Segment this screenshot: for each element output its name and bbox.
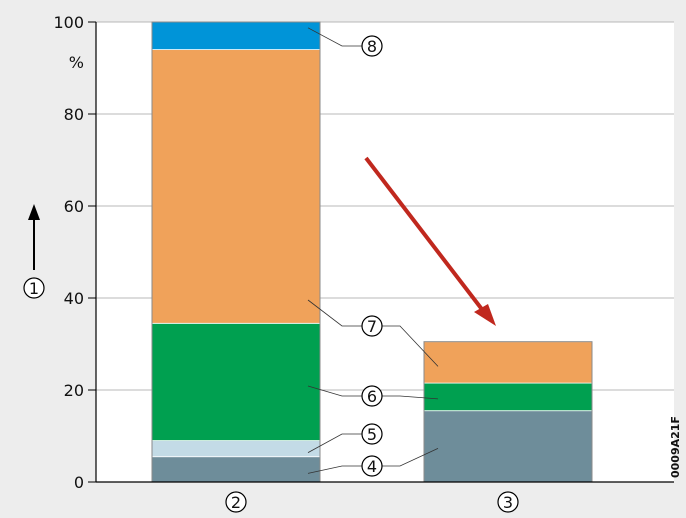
callout-marker-4 bbox=[361, 455, 383, 477]
bar-2-segment-8 bbox=[151, 21, 321, 51]
callout-marker-5 bbox=[361, 423, 383, 445]
bar-2-segment-6 bbox=[151, 322, 321, 441]
y-tick-label-0: 0 bbox=[74, 473, 84, 492]
callout-marker-7 bbox=[361, 315, 383, 337]
y-axis-marker: 1 bbox=[23, 277, 45, 299]
leader-6-to-bar-2 bbox=[307, 385, 362, 397]
x-category-label-2: 2 bbox=[231, 493, 241, 512]
bars-group bbox=[151, 21, 593, 483]
leader-5-to-bar-2 bbox=[307, 433, 362, 454]
bar-2-segment-7 bbox=[151, 49, 321, 324]
callout-label-8: 8 bbox=[367, 37, 377, 56]
callout-label-6: 6 bbox=[367, 387, 377, 406]
y-axis-unit: % bbox=[69, 53, 84, 72]
y-axis-arrow bbox=[28, 204, 40, 270]
callout-marker-6 bbox=[361, 385, 383, 407]
bar-3-segment-7 bbox=[423, 341, 593, 384]
y-tick-label-80: 80 bbox=[64, 105, 84, 124]
callouts-group: 4 5 6 7 8 bbox=[307, 27, 439, 477]
y-tick-label-20: 20 bbox=[64, 381, 84, 400]
leader-7-to-bar-2 bbox=[307, 299, 362, 327]
axes-group: 0 20 40 60 80 100 2 3 bbox=[53, 13, 674, 513]
callout-label-7: 7 bbox=[367, 317, 377, 336]
callout-label-5: 5 bbox=[367, 425, 377, 444]
x-category-marker-2 bbox=[225, 491, 247, 513]
figure-id: 0009A21F bbox=[669, 416, 682, 478]
callout-marker-8 bbox=[361, 35, 383, 57]
bar-2-segment-4 bbox=[151, 456, 321, 483]
bar-3-segment-6 bbox=[423, 382, 593, 412]
svg-text:1: 1 bbox=[29, 279, 39, 298]
bar-2-segment-5 bbox=[151, 440, 321, 458]
leader-4-to-bar-3 bbox=[382, 447, 439, 467]
x-category-label-3: 3 bbox=[503, 493, 513, 512]
leader-4-to-bar-2 bbox=[307, 465, 362, 474]
bar-3-segment-4 bbox=[423, 410, 593, 483]
leader-7-to-bar-3 bbox=[382, 325, 439, 367]
trend-arrow bbox=[364, 156, 496, 326]
leader-6-to-bar-3 bbox=[382, 395, 439, 400]
y-tick-label-40: 40 bbox=[64, 289, 84, 308]
y-tick-label-100: 100 bbox=[53, 13, 84, 32]
callout-label-4: 4 bbox=[367, 457, 377, 476]
y-tick-label-60: 60 bbox=[64, 197, 84, 216]
leader-8-to-bar-2 bbox=[307, 27, 362, 47]
x-category-marker-3 bbox=[497, 491, 519, 513]
